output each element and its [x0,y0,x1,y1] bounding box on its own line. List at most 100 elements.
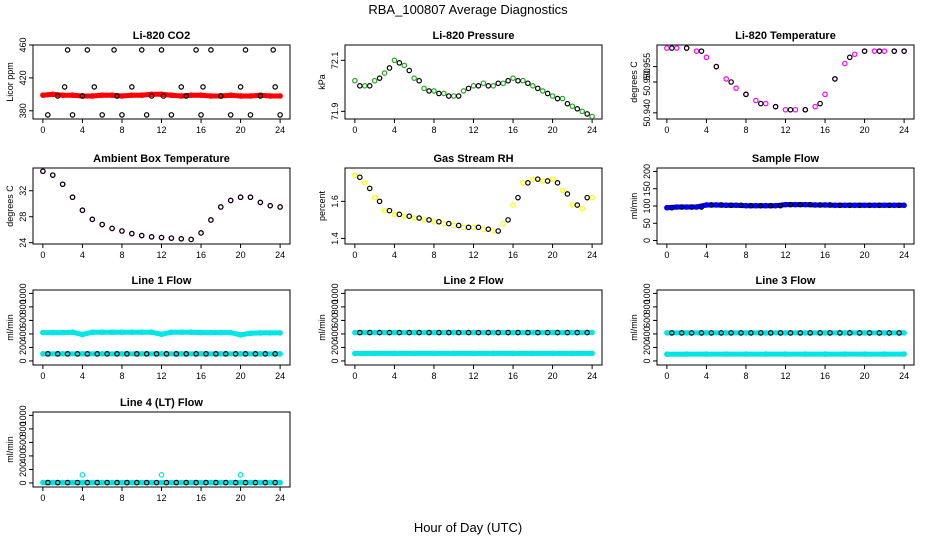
data-point [698,204,705,210]
data-point [64,351,71,357]
data-point [832,76,838,82]
data-point [69,112,76,118]
data-point [812,103,818,110]
data-point [708,202,715,208]
data-point [237,472,244,478]
data-point [218,204,224,210]
x-tick-label: 0 [40,250,45,260]
data-point [148,93,155,99]
data-point [549,350,556,357]
y-tick-label: 200 [642,340,652,355]
y-axis-label: kPa [317,74,327,90]
data-point [376,75,383,81]
data-point [757,330,764,336]
data-point [559,187,566,194]
x-tick-label: 8 [119,493,124,503]
data-point [530,329,536,336]
data-point [515,77,521,84]
data-point [455,93,462,99]
data-point [391,329,398,336]
data-point [822,330,828,336]
x-tick-label: 20 [548,125,558,135]
data-point [445,220,452,227]
x-tick-label: 12 [156,250,166,260]
data-point [237,93,244,99]
data-point [673,45,680,51]
data-point [757,100,764,107]
data-point [272,351,278,357]
data-point [723,351,729,357]
data-point [193,351,199,357]
data-point [664,45,670,51]
data-point [431,350,437,357]
y-tick-label: 800 [18,421,28,436]
data-point [787,330,794,336]
data-point [129,329,135,336]
data-point [510,350,516,357]
y-tick-label: 200 [18,462,28,477]
data-point [357,329,363,336]
data-point [198,351,204,357]
data-point [500,80,506,87]
data-point [198,329,204,336]
x-tick-label: 4 [392,371,397,381]
data-point [104,351,110,357]
data-point [267,93,274,99]
data-point [743,351,749,357]
x-tick-label: 8 [431,371,436,381]
data-point [257,330,264,336]
data-point [738,330,744,336]
data-point [842,202,848,209]
data-point [371,77,378,84]
y-tick-label: 200 [642,164,652,179]
data-point [396,329,403,336]
x-tick-label: 4 [704,125,709,135]
data-point [267,330,274,336]
data-point [426,329,432,336]
data-point [807,330,814,336]
y-tick-label: 800 [330,299,340,314]
y-tick-label: 0 [642,358,652,363]
data-point [138,47,145,53]
data-point [49,172,56,178]
figure-x-axis-label: Hour of Day (UTC) [414,520,522,535]
data-point [401,213,408,219]
data-point [807,201,814,208]
data-point [119,329,125,336]
data-point [89,93,96,99]
data-point [257,199,264,206]
data-point [61,84,68,90]
data-point [683,330,690,336]
x-tick-label: 0 [352,250,357,260]
data-point [227,112,234,118]
x-tick-label: 24 [587,125,597,135]
x-tick-label: 12 [780,125,790,135]
plot-area [664,201,907,211]
data-point [119,93,125,99]
data-point [366,83,373,89]
data-point [534,85,541,92]
data-point [257,479,264,486]
x-tick-label: 0 [664,250,669,260]
data-point [138,479,145,486]
data-point [743,91,749,98]
data-point [574,105,581,112]
panel-title: Gas Stream RH [433,153,513,165]
y-tick-label: 200 [18,340,28,355]
panel-title: Ambient Box Temperature [93,153,230,165]
x-tick-label: 16 [196,493,206,503]
plot-area [40,168,283,243]
data-point [475,224,482,231]
data-point [436,90,442,97]
data-point [792,106,799,113]
data-point [490,83,497,89]
data-point [49,479,56,486]
data-point [40,168,46,175]
data-point [901,330,907,336]
data-point [495,228,502,234]
data-point [411,350,417,357]
data-point [277,204,283,210]
data-point [109,225,115,232]
data-point [386,207,393,214]
